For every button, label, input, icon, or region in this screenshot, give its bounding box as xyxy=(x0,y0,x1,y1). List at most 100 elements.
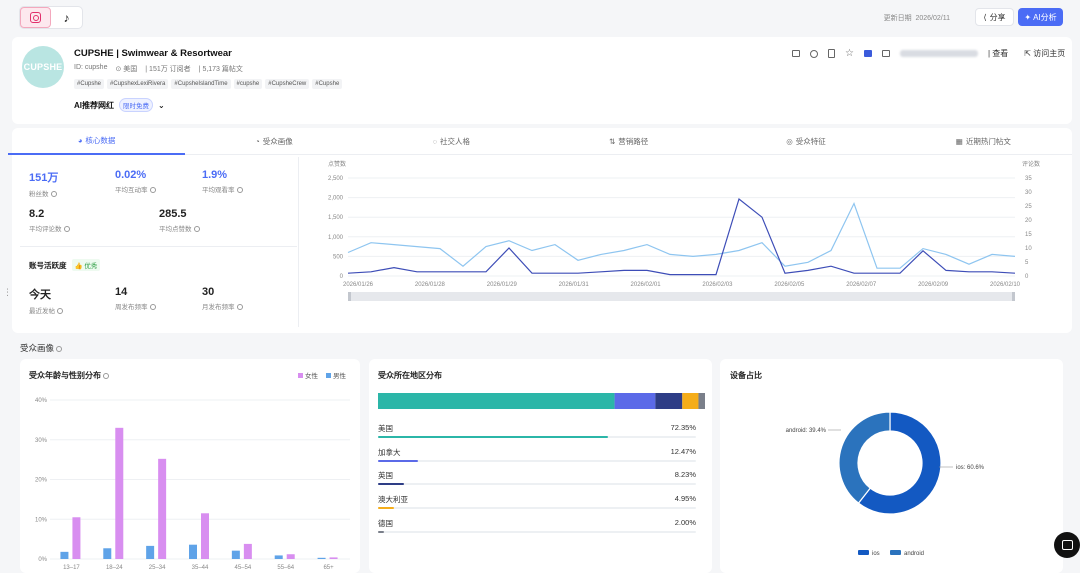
sparkle-icon: ✦ xyxy=(1024,12,1032,22)
card-icon[interactable] xyxy=(792,50,800,57)
help-icon[interactable] xyxy=(103,372,109,379)
legend-swatch xyxy=(890,550,901,555)
tag[interactable]: #CupshexLexiRivera xyxy=(107,79,169,89)
region-row: 加拿大 12.47% xyxy=(378,447,696,463)
stat-comments: 8.2 平均评论数 xyxy=(29,208,70,233)
tag[interactable]: #Cupshe xyxy=(74,79,105,89)
profile-name: CUPSHE | Swimwear & Resortwear xyxy=(74,48,232,59)
tab-marketing-path[interactable]: ⇅ 营销路径 xyxy=(539,128,718,155)
stat-monthly-freq: 30 月发布频率 xyxy=(202,286,243,311)
profile-posts: | 5,173 篇帖文 xyxy=(198,66,243,73)
info-icon[interactable] xyxy=(810,49,818,58)
range-slider xyxy=(348,292,1015,301)
top-bar xyxy=(0,0,1080,34)
help-icon[interactable] xyxy=(149,187,156,194)
activity-title: 账号活跃度 👍 优秀 xyxy=(29,259,101,271)
document-icon[interactable] xyxy=(828,49,835,58)
stat-recent-post: 今天 最近发帖 xyxy=(29,286,63,315)
legend-label: ios xyxy=(872,551,880,557)
legend-female[interactable]: 女性 xyxy=(298,370,318,380)
x-tick-label: 2026/02/09 xyxy=(918,282,949,288)
x-tick-label: 35–44 xyxy=(192,565,209,571)
stat-view-rate: 1.9% 平均观看率 xyxy=(202,169,243,194)
region-card xyxy=(369,359,712,573)
pie-icon: ◕ xyxy=(77,136,83,145)
tag[interactable]: #Cupshe xyxy=(312,79,343,89)
age-gender-bar-chart: 40% 30% 20% 10% 0% 13–17 18–24 25–34 35–44 45–54 5… xyxy=(35,398,350,571)
y-axis-label: 点赞数 xyxy=(328,160,346,168)
tab-social-persona[interactable]: ◌ 社交人格 xyxy=(362,128,540,155)
profile-country: ⊙ 美国 xyxy=(115,66,138,73)
help-icon[interactable] xyxy=(236,304,243,311)
tab-bar: ◕ 核心数据 ◔ 受众画像 ◌ 社交人格 ⇅ 营销路径 ◎ 受众特征 ▦ 近期热门帖文 xyxy=(8,128,1072,155)
platform-toggle: ♪ xyxy=(19,6,83,29)
x-tick-label: 2026/02/01 xyxy=(631,282,662,288)
instagram-icon xyxy=(30,12,41,23)
tab-audience-traits[interactable]: ◎ 受众特征 xyxy=(717,128,895,155)
region-segment xyxy=(698,393,705,409)
x-tick-label: 2026/01/29 xyxy=(487,282,518,288)
profile-actions: ☆ | 查看 ⇱ 访问主页 xyxy=(792,48,1065,59)
instagram-tab[interactable] xyxy=(20,7,51,28)
bar-male xyxy=(189,544,197,559)
collapse-handle[interactable]: ⋮ xyxy=(3,287,12,297)
legend-male[interactable]: 男性 xyxy=(326,370,346,380)
avatar: CUPSHE xyxy=(22,46,64,88)
help-icon[interactable] xyxy=(236,187,243,194)
x-tick-label: 2026/02/10 xyxy=(990,282,1021,288)
y2-tick-label: 5 xyxy=(1025,260,1029,266)
chat-button[interactable] xyxy=(1054,532,1080,558)
legend-swatch xyxy=(858,550,869,555)
star-icon[interactable]: ☆ xyxy=(845,48,854,59)
y-tick-label: 1,000 xyxy=(328,235,344,241)
bar-male xyxy=(274,555,283,559)
y-tick-label: 2,000 xyxy=(328,196,344,202)
help-icon[interactable] xyxy=(149,304,156,311)
tab-recent-posts[interactable]: ▦ 近期热门帖文 xyxy=(894,128,1072,155)
region-segment xyxy=(614,393,656,409)
tab-core-data[interactable]: ◕ 核心数据 xyxy=(8,128,186,155)
device-donut-chart: ios: 60.6% android: 39.4% ios android xyxy=(786,411,985,557)
share-button[interactable]: ⟨ 分享 xyxy=(975,8,1014,26)
view-email-link[interactable]: | 查看 xyxy=(987,49,1009,58)
region-row: 澳大利亚 4.95% xyxy=(378,494,696,510)
x-tick-label: 2026/02/05 xyxy=(774,282,805,288)
x-tick-label: 55–64 xyxy=(277,565,294,571)
bar-male xyxy=(146,545,155,559)
grid-icon: ▦ xyxy=(955,136,963,146)
visit-homepage-link[interactable]: ⇱ 访问主页 xyxy=(1024,49,1066,58)
ai-analysis-button[interactable]: ✦ AI分析 xyxy=(1018,8,1063,26)
x-tick-label: 18–24 xyxy=(106,565,123,571)
help-icon[interactable] xyxy=(193,226,200,233)
tag[interactable]: #CupsheCrew xyxy=(265,79,310,89)
tag[interactable]: #cupshe xyxy=(233,79,263,89)
location-pin-icon: ⊙ xyxy=(115,66,124,73)
slice-label-android: android: 39.4% xyxy=(786,428,827,434)
divider xyxy=(20,246,297,247)
region-fill xyxy=(378,507,394,509)
audience-section-title: 受众画像 xyxy=(20,342,63,354)
bar-female xyxy=(158,458,167,559)
tab-audience-profile[interactable]: ◔ 受众画像 xyxy=(185,128,363,155)
badge-icon: ◎ xyxy=(786,136,793,146)
y-tick-label: 40% xyxy=(35,398,48,404)
range-handle-left xyxy=(348,292,351,301)
ai-recommend[interactable]: AI推荐网红 限时免费 ⌄ xyxy=(74,98,165,112)
folder-icon[interactable] xyxy=(863,50,872,57)
help-icon[interactable] xyxy=(63,226,70,233)
tag[interactable]: #CupsheIslandTime xyxy=(171,79,231,89)
help-icon[interactable] xyxy=(57,308,63,315)
help-icon[interactable] xyxy=(56,345,63,352)
x-tick-label: 25–34 xyxy=(149,565,166,571)
age-gender-title: 受众年龄与性别分布 xyxy=(29,370,109,381)
profile-subscribers: | 151万 订阅者 xyxy=(145,66,191,73)
tiktok-icon: ♪ xyxy=(63,10,70,25)
help-icon[interactable] xyxy=(50,191,57,198)
mail-icon xyxy=(881,50,890,57)
user-icon: ◔ xyxy=(255,136,260,146)
profile-meta: ID: cupshe ⊙ 美国 | 151万 订阅者 | 5,173 篇帖文 xyxy=(74,64,243,74)
y-tick-label: 0 xyxy=(340,274,344,280)
region-title: 受众所在地区分布 xyxy=(378,371,442,380)
tiktok-tab[interactable]: ♪ xyxy=(51,7,82,28)
region-fill xyxy=(378,531,385,533)
